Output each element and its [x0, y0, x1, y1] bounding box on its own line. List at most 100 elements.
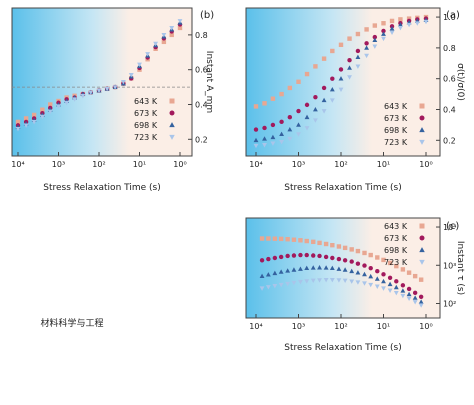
panel-c-point	[272, 255, 278, 261]
panel-c-point	[298, 266, 303, 271]
panel-c-point	[272, 270, 278, 276]
panel-c-point	[265, 285, 271, 290]
panel-c-point	[387, 260, 393, 266]
panel-c-point	[291, 267, 297, 272]
panel-b-point	[72, 97, 78, 102]
panel-c-ytick-label: 10³	[443, 261, 456, 270]
panel-a-point	[296, 79, 301, 84]
panel-c-point	[412, 290, 418, 296]
panel-a-xtick-label: 10⁴	[249, 160, 262, 169]
panel-c-point	[298, 279, 303, 285]
panel-a-point	[329, 98, 335, 103]
panel-a-point	[270, 122, 276, 128]
panel-b-xtick-label: 10¹	[133, 160, 146, 169]
panel-a-point	[313, 64, 318, 69]
panel-c-point	[285, 253, 290, 259]
plot-layer: 10⁰ 10¹ 10² 10³ 10⁴ 0.2 0.4 0.6 0.8 1.0 643 K 673 K…	[11, 13, 456, 331]
panel-a-legend-marker	[419, 139, 425, 145]
panel-c-point	[342, 278, 348, 284]
panel-c-point	[362, 281, 367, 286]
panel-c-point	[278, 269, 284, 274]
panel-b-label: (b)	[200, 10, 214, 21]
panel-a-xtick-label: 10³	[292, 160, 305, 169]
panel-c-legend-text: 698 K	[384, 246, 408, 255]
panel-a-point	[355, 31, 361, 37]
panel-c-point	[278, 282, 284, 288]
panel-c-point	[362, 250, 367, 256]
panel-a-point	[406, 16, 412, 21]
panel-b-point	[31, 112, 37, 118]
panel-b-point	[23, 123, 29, 128]
panel-a-point	[304, 114, 310, 120]
panel-b-point	[15, 126, 21, 132]
panel-b-xtick-label: 10²	[92, 160, 105, 169]
panel-c-point	[412, 273, 418, 279]
panel-a-ytick-label: 0.6	[443, 75, 456, 84]
panel-c-legend-marker	[419, 235, 425, 241]
panel-c-point	[304, 279, 310, 284]
panel-a-point	[372, 34, 378, 40]
panel-c-point	[310, 265, 316, 270]
panel-a-point	[355, 54, 361, 59]
panel-a-xlabel: Stress Relaxation Time (s)	[284, 183, 401, 193]
panel-b-point	[56, 104, 61, 109]
panel-a-ytick-label: 1.0	[443, 13, 456, 22]
panel-c-xtick-label: 10⁴	[249, 322, 262, 331]
panel-c-point	[259, 258, 265, 263]
panel-b-point	[177, 25, 183, 31]
panel-c-point	[259, 273, 265, 279]
panel-c-point	[272, 283, 278, 289]
panel-c-point	[291, 253, 297, 258]
panel-c-point	[266, 236, 271, 241]
panel-c-point	[375, 255, 380, 260]
panel-a-point	[321, 85, 327, 91]
panel-b-xtick-label: 10³	[52, 160, 65, 169]
panel-a-background	[246, 8, 440, 156]
panel-c-point	[349, 247, 354, 252]
panel-c-legend-text: 723 K	[384, 258, 408, 267]
panel-c-point	[412, 295, 418, 300]
panel-c-point	[317, 253, 322, 259]
panel-a-point	[372, 37, 378, 43]
panel-a-legend-text: 643 K	[384, 102, 408, 111]
panel-a-point	[253, 143, 259, 149]
panel-b-point	[145, 52, 151, 57]
panel-a-legend-text: 698 K	[384, 126, 408, 135]
panel-a-point	[372, 44, 378, 49]
panel-c-point	[310, 278, 316, 284]
panel-b-point	[177, 19, 183, 24]
panel-c-point	[400, 267, 406, 272]
panel-b-point	[80, 93, 86, 99]
panel-c-legend-marker	[419, 223, 425, 229]
panel-a-point	[304, 102, 310, 108]
panel-a-point	[279, 139, 285, 145]
panel-a-point	[381, 28, 386, 34]
panel-c-xtick-label: 10³	[292, 322, 305, 331]
panel-a-point	[381, 21, 386, 26]
panel-b-point	[169, 32, 174, 38]
panel-a-point	[287, 126, 293, 132]
panel-b-point	[15, 119, 21, 125]
panel-c-point	[311, 239, 316, 245]
panel-c-point	[418, 277, 424, 282]
panel-c-point	[375, 268, 380, 274]
panel-a-point	[312, 106, 318, 112]
panel-b-legend-text: 673 K	[134, 109, 158, 118]
panel-b-point	[112, 85, 118, 90]
panel-a-frame	[245, 7, 441, 157]
panel-a-point	[398, 17, 403, 22]
panel-c-point	[285, 268, 291, 273]
panel-b-legend-text: 643 K	[134, 97, 158, 106]
panel-c-point	[272, 236, 278, 241]
panel-c-point	[278, 236, 284, 242]
panel-c-legend-text: 643 K	[384, 222, 408, 231]
panel-c-point	[317, 265, 322, 270]
panel-c-xlabel: Stress Relaxation Time (s)	[284, 343, 401, 353]
panel-b-ylabel: Instant A_mm	[204, 51, 214, 113]
panel-c-point	[323, 241, 329, 247]
panel-c-point	[329, 278, 335, 283]
panel-c-point	[323, 254, 329, 260]
panel-b-legend-marker	[169, 110, 175, 116]
panel-b-legend-text: 698 K	[134, 121, 158, 130]
panel-c-point	[412, 300, 418, 305]
